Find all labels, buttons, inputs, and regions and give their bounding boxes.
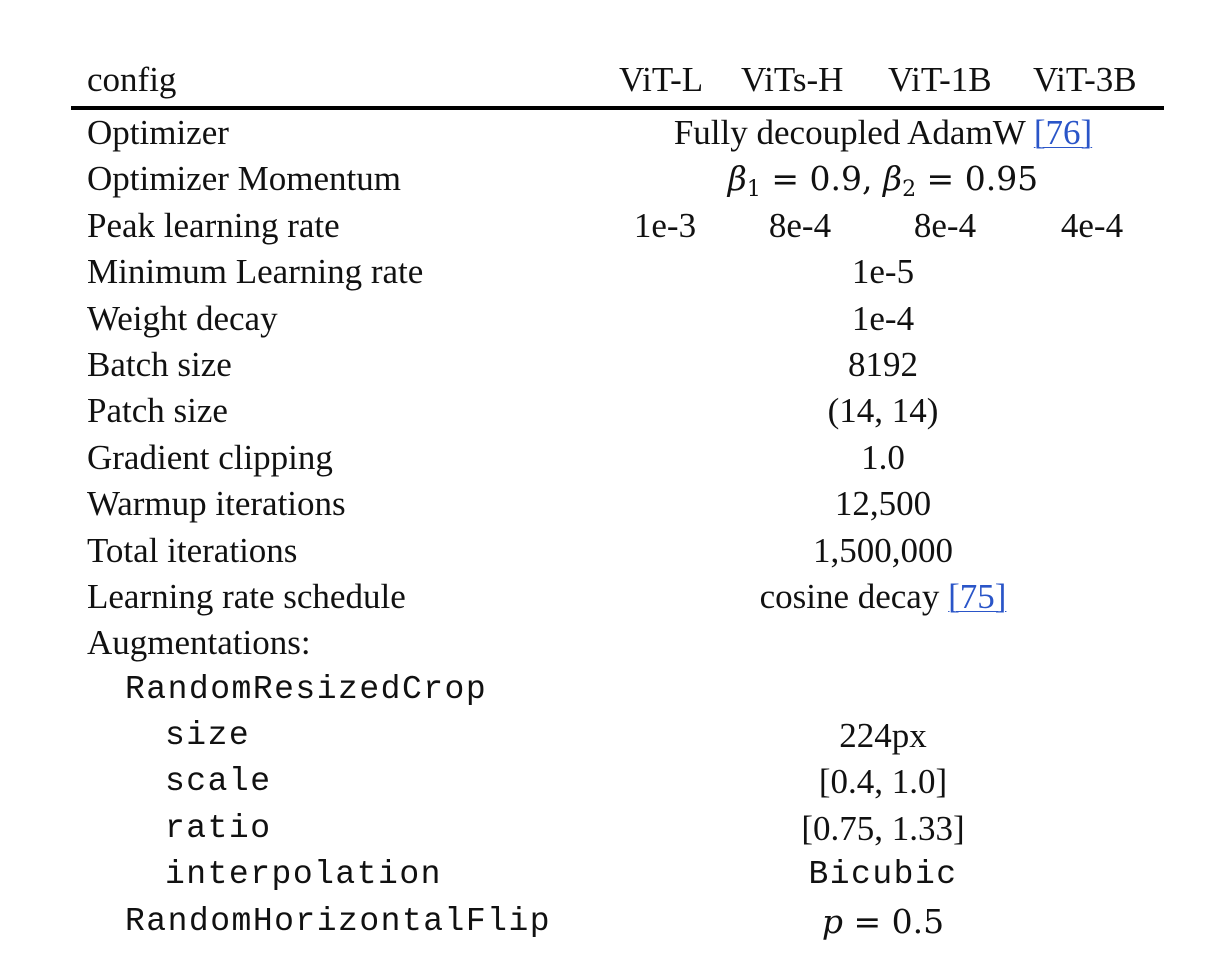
row-value: [0.75, 1.33] [801,808,965,848]
row-label: Minimum Learning rate [87,252,424,292]
table-row-ratio: ratio [0.75, 1.33] [71,806,1164,852]
table-row-peak-lr: Peak learning rate 1e-3 8e-4 8e-4 4e-4 [71,203,1164,249]
hflip-p-value: 0.5 [891,901,945,941]
row-label: size [165,717,251,755]
row-value: 1,500,000 [813,530,953,570]
hflip-formula: p = 0.5 [821,901,945,941]
row-value: 12,500 [834,484,932,524]
table-row-patch-size: Patch size (14, 14) [71,388,1164,434]
beta1-value: 0.9 [809,159,862,199]
table-row-warmup: Warmup iterations 12,500 [71,481,1164,527]
header-rule [71,106,1164,110]
optimizer-value: Fully decoupled AdamW [673,113,1026,152]
table-row-size: size 224px [71,713,1164,759]
column-header-vit-l: ViT-L [619,60,704,99]
row-label: ratio [165,809,272,847]
table-row-batch-size: Batch size 8192 [71,342,1164,388]
peak-lr-vit-1b: 8e-4 [913,205,977,245]
table-header-row: config ViT-L ViTs-H ViT-1B ViT-3B [71,56,1164,104]
row-label: Augmentations: [87,623,311,663]
row-label: RandomResizedCrop [125,670,488,708]
row-label: Total iterations [87,530,298,570]
row-label: scale [165,763,272,801]
row-value: 8192 [848,344,918,384]
table-row-weight-decay: Weight decay 1e-4 [71,296,1164,342]
column-header-vits-h: ViTs-H [741,60,844,99]
row-value: 1e-5 [851,252,915,292]
citation-link[interactable]: [75] [948,576,1007,616]
row-label: Optimizer [87,113,229,152]
row-label: Batch size [87,344,232,384]
momentum-formula: β1 = 0.9, β2 = 0.95 [727,159,1039,203]
row-label: Peak learning rate [87,205,340,245]
row-label: Weight decay [87,298,278,338]
row-value: Fully decoupled AdamW [76] [591,110,1175,156]
config-column-header: config [87,60,177,99]
row-label: Gradient clipping [87,437,333,477]
table-row-lr-schedule: Learning rate schedule cosine decay [75] [71,574,1164,620]
table-row-scale: scale [0.4, 1.0] [71,759,1164,805]
row-value: 1e-4 [851,298,915,338]
peak-lr-vit-3b: 4e-4 [1060,205,1124,245]
table-row-momentum: Optimizer Momentum β1 = 0.9, β2 = 0.95 [71,156,1164,202]
row-label: Warmup iterations [87,484,346,524]
row-value: [0.4, 1.0] [818,762,948,802]
row-value: Bicubic [808,856,958,894]
row-value: (14, 14) [827,391,939,431]
column-header-vit-1b: ViT-1B [888,60,992,99]
row-label: interpolation [165,856,442,894]
column-header-vit-3b: ViT-3B [1033,60,1137,99]
hyperparameter-table: config ViT-L ViTs-H ViT-1B ViT-3B Optimi… [71,56,1164,945]
table-row-augmentations: Augmentations: [71,620,1164,666]
table-row-hflip: RandomHorizontalFlip p = 0.5 [71,899,1164,945]
beta2-value: 0.95 [964,159,1039,199]
row-value: 224px [839,716,927,756]
table-row-interpolation: interpolation Bicubic [71,852,1164,898]
table-row-optimizer: Optimizer Fully decoupled AdamW [76] [71,110,1164,156]
lr-schedule-value: cosine decay [759,576,940,616]
table-row-total-iters: Total iterations 1,500,000 [71,528,1164,574]
table-row-min-lr: Minimum Learning rate 1e-5 [71,249,1164,295]
citation-link[interactable]: [76] [1033,113,1093,152]
table-row-random-resized-crop: RandomResizedCrop [71,667,1164,713]
row-label: Optimizer Momentum [87,159,401,199]
table-row-grad-clip: Gradient clipping 1.0 [71,435,1164,481]
row-value: 1.0 [861,437,905,477]
row-label: Learning rate schedule [87,576,406,616]
peak-lr-vits-h: 8e-4 [768,205,832,245]
peak-lr-vit-l: 1e-3 [633,205,697,245]
row-value: cosine decay [75] [591,574,1175,620]
row-label: Patch size [87,391,228,431]
row-label: RandomHorizontalFlip [125,902,552,940]
